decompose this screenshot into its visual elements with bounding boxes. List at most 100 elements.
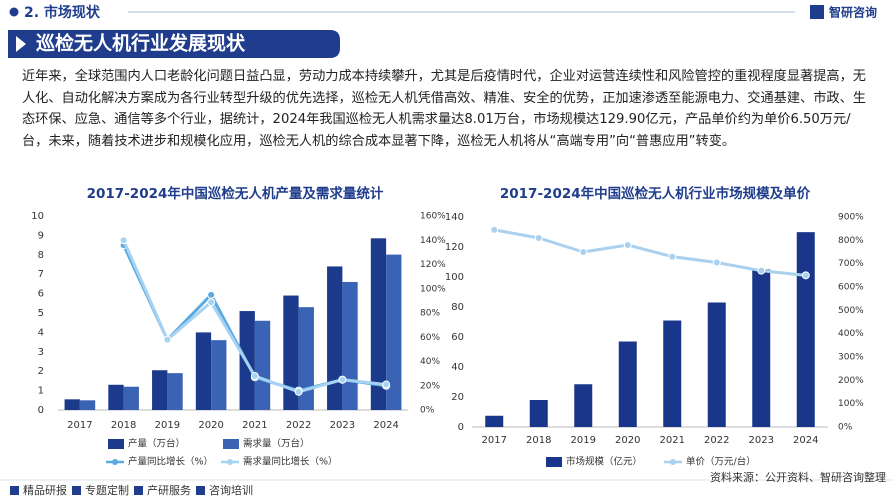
bar [752,269,771,427]
y2-tick-label: 300% [838,353,864,363]
y-tick-label: 1 [38,386,44,397]
x-tick-label: 2020 [198,420,223,431]
bar [298,307,314,410]
x-tick-label: 2023 [749,435,774,446]
legend-swatch-dot [227,459,233,465]
point [623,241,632,249]
bullet [9,7,19,17]
point [534,234,543,242]
bar [796,232,815,427]
bar [386,254,402,410]
legend-label: 市场规模（亿元） [566,456,642,468]
legend-label: 产量（万台） [128,438,185,450]
y-tick-label: 0 [38,405,44,416]
point [119,236,128,245]
bar [618,341,637,427]
legend-swatch [108,439,124,449]
y-tick-label: 20 [451,392,464,403]
banner-arrow [16,36,26,52]
bar [370,238,387,410]
y2-tick-label: 40% [420,357,440,367]
y2-tick-label: 400% [838,329,864,339]
y2-tick-label: 120% [420,260,446,270]
bar [485,415,504,427]
y-tick-label: 60 [451,332,464,343]
point [163,335,172,344]
point [801,271,810,280]
legend-swatch-dot [112,459,118,465]
x-tick-label: 2018 [526,435,551,446]
footer-item: 精品研报 [23,483,67,497]
x-tick-label: 2017 [482,435,507,446]
point [490,225,499,234]
chart-title: 2017-2024年中国巡检无人机产量及需求量统计 [87,185,384,202]
legend-label: 需求量（万台） [243,438,310,450]
bar [64,399,80,410]
bar [663,320,682,427]
x-tick-label: 2020 [615,435,640,446]
footer-item: 产研服务 [147,483,191,497]
y2-tick-label: 500% [838,306,864,316]
y2-tick-label: 20% [420,381,440,391]
logo: 智研咨询 [828,5,877,20]
bar [152,370,168,410]
logo-icon [810,5,824,19]
bar [342,281,358,410]
y2-tick-label: 800% [838,236,864,246]
point [338,375,347,384]
legend-label: 产量同比增长（%） [128,456,213,468]
y2-tick-label: 200% [838,376,864,386]
y-tick-label: 4 [38,327,44,338]
y-tick-label: 7 [38,269,44,280]
bar [195,332,212,410]
y2-tick-label: 0% [838,423,853,433]
y2-tick-label: 160% [420,212,446,222]
y2-tick-label: 100% [420,284,446,294]
point [712,258,721,267]
y2-tick-label: 140% [420,236,446,246]
bar [283,295,299,410]
point [250,372,259,381]
y-tick-label: 10 [31,211,44,222]
x-tick-label: 2022 [704,435,729,446]
x-tick-label: 2018 [111,420,136,431]
legend-label: 单价（万元/台） [686,456,756,468]
footer-item: 咨询培训 [209,483,253,497]
bar [123,386,139,410]
page-title: 巡检无人机行业发展现状 [36,32,246,55]
y-tick-label: 100 [445,272,464,283]
legend-swatch [546,457,562,467]
legend-swatch [223,439,239,449]
title-banner [8,30,340,58]
y-tick-label: 9 [38,230,44,241]
bar [327,266,343,410]
x-tick-label: 2017 [67,420,92,431]
footer-icon [134,486,143,495]
footer-icon [196,486,205,495]
bar [108,384,124,410]
y-tick-label: 3 [38,347,44,358]
point [668,252,677,261]
legend-label: 需求量同比增长（%） [243,456,338,468]
x-tick-label: 2023 [330,420,355,431]
bar [574,384,593,427]
y-tick-label: 8 [38,250,44,261]
x-tick-label: 2024 [793,435,818,446]
y-tick-label: 2 [38,366,44,377]
x-tick-label: 2019 [571,435,596,446]
y2-tick-label: 700% [838,259,864,269]
bar [529,400,548,427]
line [493,228,806,277]
point [207,298,216,307]
y-tick-label: 6 [38,289,44,300]
bar [254,320,271,410]
point [382,380,391,389]
x-tick-label: 2019 [155,420,180,431]
y-tick-label: 80 [451,302,464,313]
x-tick-label: 2022 [286,420,311,431]
point [579,248,588,256]
y-tick-label: 0 [458,422,464,433]
legend-swatch-dot [670,459,676,465]
